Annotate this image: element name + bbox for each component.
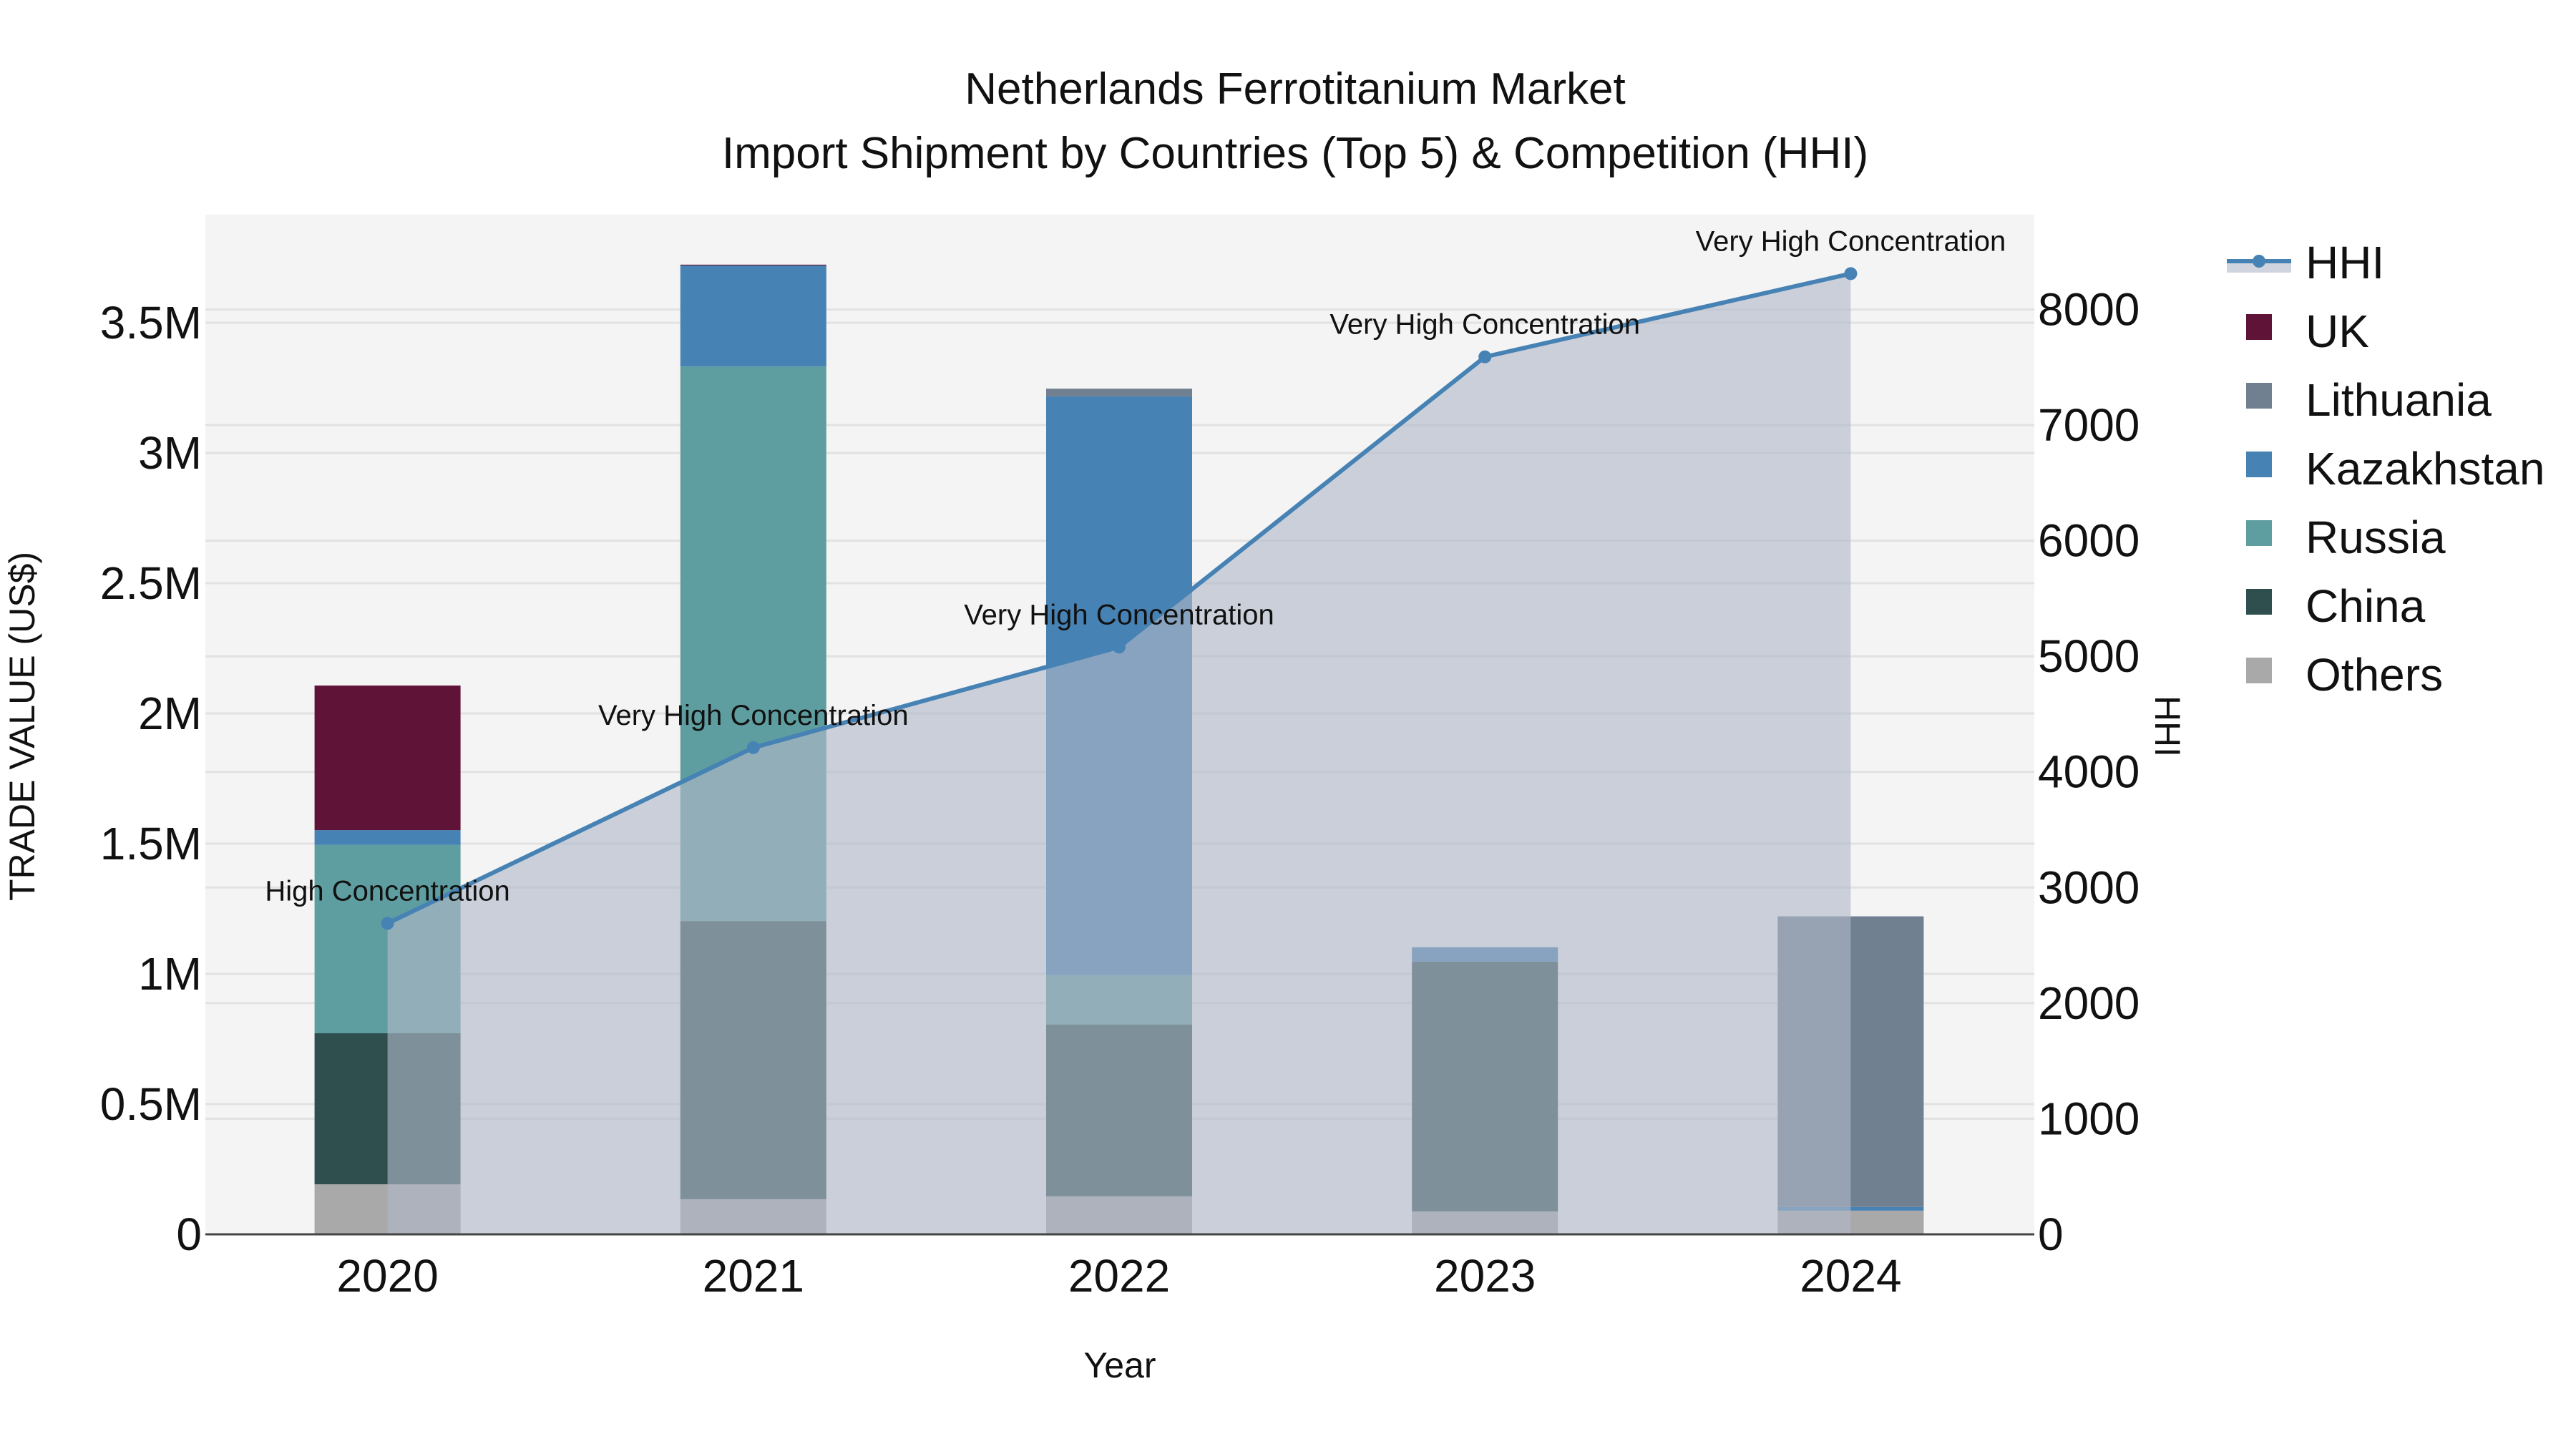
y2-tick-label: 7000 bbox=[2038, 399, 2140, 451]
bar-segment-uk[interactable] bbox=[314, 686, 461, 831]
hhi-annotations: High Concentration Very High Concentratio… bbox=[265, 225, 2006, 907]
hhi-marker-2023[interactable] bbox=[1478, 350, 1492, 364]
hhi-annotation-2022: Very High Concentration bbox=[964, 599, 1274, 630]
legend-swatch-icon bbox=[2246, 520, 2272, 546]
y-tick-label: 1.5M bbox=[100, 818, 202, 869]
y-axis-title: TRADE VALUE (US$) bbox=[2, 552, 42, 901]
hhi-marker-2020[interactable] bbox=[381, 917, 394, 930]
x-tick-label-2020: 2020 bbox=[336, 1250, 438, 1302]
legend-swatch-icon bbox=[2246, 452, 2272, 477]
y-axis-right-ticks: 0 1000 2000 3000 4000 5000 6000 7000 8000 bbox=[2038, 283, 2140, 1260]
legend-item-china[interactable]: China bbox=[2246, 580, 2426, 632]
y2-tick-label: 5000 bbox=[2038, 630, 2140, 682]
legend-label: UK bbox=[2306, 306, 2369, 357]
y-tick-label: 3.5M bbox=[100, 297, 202, 348]
legend-item-lithuania[interactable]: Lithuania bbox=[2246, 374, 2492, 426]
y-tick-label: 2.5M bbox=[100, 557, 202, 609]
legend-label: China bbox=[2306, 580, 2426, 632]
legend-label: HHI bbox=[2306, 237, 2384, 288]
hhi-annotation-2024: Very High Concentration bbox=[1696, 225, 2006, 257]
legend-label: Kazakhstan bbox=[2306, 443, 2545, 494]
bar-segment-kazakhstan[interactable] bbox=[314, 830, 461, 845]
x-axis-ticks: 2020 2021 2022 2023 2024 bbox=[336, 1250, 1901, 1302]
legend-item-russia[interactable]: Russia bbox=[2246, 512, 2446, 563]
legend-swatch-icon bbox=[2246, 383, 2272, 409]
hhi-annotation-2021: Very High Concentration bbox=[598, 700, 909, 731]
y2-axis-title: HHI bbox=[2147, 696, 2187, 757]
y-axis-left-ticks: 0 0.5M 1M 1.5M 2M 2.5M 3M 3.5M bbox=[100, 297, 202, 1260]
y2-tick-label: 0 bbox=[2038, 1209, 2064, 1260]
legend-label: Russia bbox=[2306, 512, 2446, 563]
y-tick-label: 2M bbox=[138, 688, 202, 739]
x-tick-label-2023: 2023 bbox=[1434, 1250, 1536, 1302]
legend-swatch-icon bbox=[2246, 658, 2272, 683]
legend-label: Lithuania bbox=[2306, 374, 2492, 426]
hhi-area-fill bbox=[387, 273, 1851, 1234]
hhi-line bbox=[381, 267, 1858, 930]
legend-swatch-icon bbox=[2246, 589, 2272, 615]
x-tick-label-2022: 2022 bbox=[1068, 1250, 1170, 1302]
legend-label: Others bbox=[2306, 649, 2443, 701]
legend-item-others[interactable]: Others bbox=[2246, 649, 2443, 701]
hhi-marker-2024[interactable] bbox=[1844, 267, 1858, 280]
y2-tick-label: 8000 bbox=[2038, 283, 2140, 335]
legend: HHI UK Lithuania Kazakhstan Russia China Other… bbox=[2227, 237, 2545, 701]
y2-tick-label: 4000 bbox=[2038, 746, 2140, 798]
hhi-area-overlay bbox=[387, 273, 1851, 1234]
y2-tick-label: 3000 bbox=[2038, 862, 2140, 913]
legend-item-uk[interactable]: UK bbox=[2246, 306, 2369, 357]
bar-segment-lithuania[interactable] bbox=[1046, 389, 1192, 397]
legend-marker-icon bbox=[2253, 255, 2265, 268]
hhi-marker-2021[interactable] bbox=[746, 741, 760, 754]
x-axis-title: Year bbox=[1083, 1345, 1156, 1385]
y-tick-label: 0 bbox=[176, 1209, 202, 1260]
legend-item-kazakhstan[interactable]: Kazakhstan bbox=[2246, 443, 2545, 494]
hhi-annotation-2023: Very High Concentration bbox=[1330, 309, 1640, 341]
x-tick-label-2024: 2024 bbox=[1800, 1250, 1901, 1302]
x-tick-label-2021: 2021 bbox=[703, 1250, 804, 1302]
bar-segment-kazakhstan[interactable] bbox=[680, 265, 826, 367]
y2-tick-label: 6000 bbox=[2038, 515, 2140, 567]
hhi-marker-2022[interactable] bbox=[1113, 640, 1126, 654]
chart-title: Netherlands Ferrotitanium Market bbox=[965, 64, 1625, 114]
y2-tick-label: 1000 bbox=[2038, 1093, 2140, 1144]
y2-tick-label: 2000 bbox=[2038, 977, 2140, 1029]
legend-swatch-icon bbox=[2246, 314, 2272, 340]
y-tick-label: 0.5M bbox=[100, 1078, 202, 1130]
legend-item-hhi[interactable]: HHI bbox=[2227, 237, 2384, 288]
hhi-annotation-2020: High Concentration bbox=[265, 875, 509, 907]
y-tick-label: 1M bbox=[138, 948, 202, 1000]
chart-subtitle: Import Shipment by Countries (Top 5) & C… bbox=[722, 129, 1868, 178]
y-tick-label: 3M bbox=[138, 427, 202, 479]
